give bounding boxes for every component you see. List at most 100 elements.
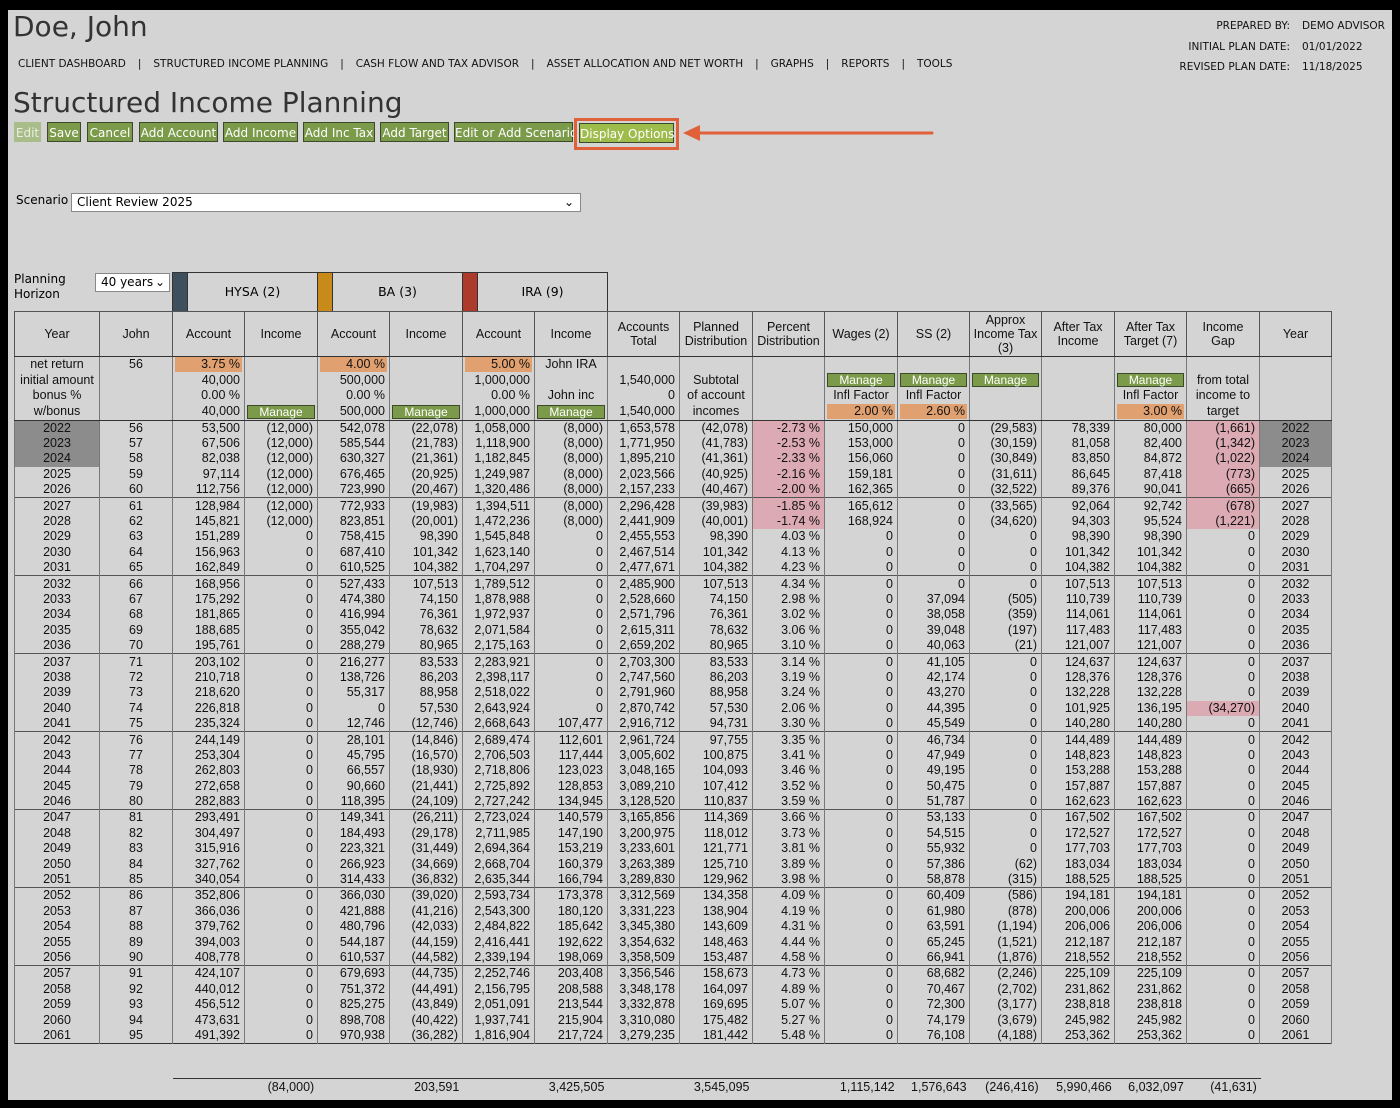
- nav-link[interactable]: GRAPHS: [770, 58, 814, 70]
- button[interactable]: Add Target: [380, 122, 449, 142]
- data-cell: 129,962: [679, 871, 753, 888]
- data-cell: 140,280: [1041, 715, 1115, 732]
- scenario-select[interactable]: Client Review 2025 ⌄: [71, 193, 581, 212]
- data-cell: 0: [824, 841, 898, 857]
- empty-cell: [969, 388, 1042, 404]
- data-cell: 63: [99, 529, 173, 545]
- data-cell: 104,382: [1114, 560, 1187, 576]
- data-cell: 94: [99, 1012, 173, 1028]
- data-row: 2058 92 440,012 0 751,372 (44,491) 2,156,795 20…: [14, 981, 1332, 997]
- button[interactable]: Edit or Add Scenario: [454, 122, 577, 142]
- manage-button[interactable]: Manage: [972, 373, 1039, 388]
- manage-button[interactable]: Manage: [900, 373, 967, 388]
- year-cell: 2036: [1259, 637, 1332, 654]
- data-cell: 282,883: [172, 793, 245, 810]
- year-cell: 2030: [14, 544, 100, 561]
- dropdown-icon[interactable]: ⌄: [563, 195, 574, 209]
- data-cell: 2,051,091: [462, 996, 535, 1013]
- nav-link[interactable]: CASH FLOW AND TAX ADVISOR: [355, 58, 520, 70]
- data-cell: 79: [99, 778, 173, 794]
- manage-button[interactable]: Manage: [827, 373, 895, 388]
- manage-button[interactable]: Manage: [247, 404, 315, 419]
- manage-button[interactable]: Manage: [537, 404, 605, 419]
- year-cell: 2048: [14, 825, 100, 842]
- button-cell: Manage: [1114, 372, 1187, 389]
- data-cell: 0: [534, 637, 608, 654]
- info-row: PREPARED BY: DEMO ADVISOR: [1140, 20, 1385, 41]
- data-cell: 2,668,704: [462, 856, 535, 872]
- data-cell: 2,477,671: [607, 560, 680, 576]
- data-cell: 94,303: [1041, 513, 1115, 530]
- data-cell: 151,289: [172, 529, 245, 545]
- data-cell: 366,030: [317, 887, 390, 904]
- data-cell: 3,354,632: [607, 934, 680, 950]
- horizon-value[interactable]: 40 years: [101, 275, 154, 289]
- data-cell: 40,063: [897, 637, 970, 654]
- data-cell: 128,984: [172, 497, 245, 514]
- manage-button[interactable]: Manage: [1117, 373, 1184, 388]
- empty-cell: [15, 1079, 100, 1095]
- button[interactable]: Save: [47, 122, 81, 142]
- info-label: PREPARED BY:: [1216, 20, 1290, 32]
- data-cell: 0: [897, 419, 970, 436]
- data-cell: (31,449): [389, 841, 463, 857]
- data-cell: (39,983): [679, 497, 753, 514]
- data-cell: -2.73 %: [752, 419, 825, 436]
- data-cell: 218,552: [1041, 949, 1115, 966]
- total-cell: 203,591: [390, 1078, 464, 1094]
- data-cell: 107,513: [1114, 575, 1187, 592]
- nav-link[interactable]: ASSET ALLOCATION AND NET WORTH: [546, 58, 744, 70]
- data-cell: (8,000): [534, 466, 608, 483]
- setting-cell: 3.75 %: [172, 356, 245, 373]
- data-cell: 0: [244, 934, 318, 950]
- data-cell: 394,003: [172, 934, 245, 950]
- data-row: 2022 56 53,500 (12,000) 542,078 (22,078) 1,058…: [14, 419, 1332, 436]
- data-cell: 0: [824, 778, 898, 794]
- button[interactable]: Add Inc Tax: [303, 122, 375, 142]
- data-cell: (1,022): [1186, 451, 1260, 467]
- nav-link[interactable]: STRUCTURED INCOME PLANNING: [153, 58, 329, 70]
- button[interactable]: Add Income: [223, 122, 298, 142]
- data-cell: 148,463: [679, 934, 753, 950]
- data-cell: 4.23 %: [752, 560, 825, 576]
- data-cell: 3,356,546: [607, 965, 680, 982]
- data-cell: 0: [824, 934, 898, 950]
- data-cell: 4.19 %: [752, 903, 825, 919]
- data-cell: 74: [99, 700, 173, 716]
- data-cell: (14,846): [389, 731, 463, 748]
- column-header: Percent Distribution: [752, 311, 825, 357]
- data-cell: 440,012: [172, 981, 245, 997]
- data-cell: 3.19 %: [752, 669, 825, 686]
- scenario-label: Scenario: [16, 193, 69, 207]
- scenario-value[interactable]: Client Review 2025: [77, 195, 193, 209]
- year-cell: 2029: [1259, 529, 1332, 545]
- data-cell: 2,615,311: [607, 622, 680, 638]
- nav-link[interactable]: REPORTS: [841, 58, 890, 70]
- data-cell: 0: [824, 981, 898, 997]
- data-cell: 0: [244, 575, 318, 592]
- manage-button[interactable]: Manage: [392, 404, 460, 419]
- data-cell: 2,543,300: [462, 903, 535, 919]
- nav-link[interactable]: CLIENT DASHBOARD: [18, 58, 126, 70]
- data-row: 2026 60 112,756 (12,000) 723,990 (20,467) 1,32…: [14, 482, 1332, 498]
- data-cell: 166,794: [534, 871, 608, 888]
- button[interactable]: Add Account: [139, 122, 218, 142]
- data-cell: 2,157,233: [607, 482, 680, 498]
- data-cell: 0: [1186, 793, 1260, 810]
- data-cell: 0: [969, 575, 1042, 592]
- data-cell: 473,631: [172, 1012, 245, 1028]
- button[interactable]: Cancel: [87, 122, 133, 142]
- nav-separator: |: [901, 58, 905, 70]
- button[interactable]: Display Options: [579, 123, 674, 143]
- nav-link[interactable]: TOOLS: [916, 58, 953, 70]
- dropdown-icon[interactable]: ⌄: [154, 275, 165, 289]
- data-cell: 2,283,921: [462, 653, 535, 670]
- data-cell: 87: [99, 903, 173, 919]
- setting-cell: net return: [14, 356, 100, 373]
- data-cell: 424,107: [172, 965, 245, 982]
- horizon-select[interactable]: 40 years ⌄: [95, 273, 170, 292]
- button[interactable]: Edit: [14, 122, 41, 142]
- year-cell: 2033: [1259, 591, 1332, 608]
- data-cell: 0: [1186, 575, 1260, 592]
- data-cell: 74,179: [897, 1012, 970, 1028]
